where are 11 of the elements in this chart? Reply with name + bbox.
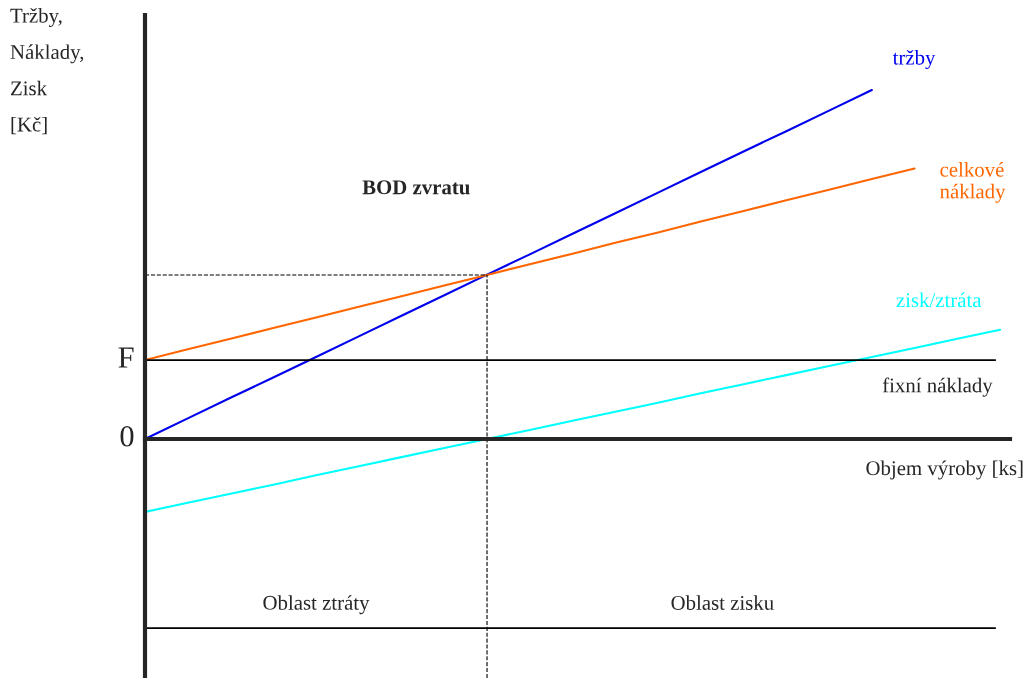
text: F — [118, 347, 134, 368]
x-axis-title: Objem výroby [ks] — [866, 460, 1023, 480]
text: Oblast zisku — [671, 595, 774, 610]
annotation: BOD zvratu — [362, 180, 470, 195]
y-axis-title: Tržby, Náklady, Zisk [Kč] — [10, 8, 84, 135]
series-label: tržby — [892, 49, 936, 69]
series-label: zisk/ztráta — [896, 292, 982, 308]
series-label: celkové náklady — [940, 162, 1006, 203]
text: Oblast ztráty — [263, 595, 370, 615]
text: 0 — [120, 426, 134, 447]
ref-line-label: fixní náklady — [882, 377, 993, 397]
